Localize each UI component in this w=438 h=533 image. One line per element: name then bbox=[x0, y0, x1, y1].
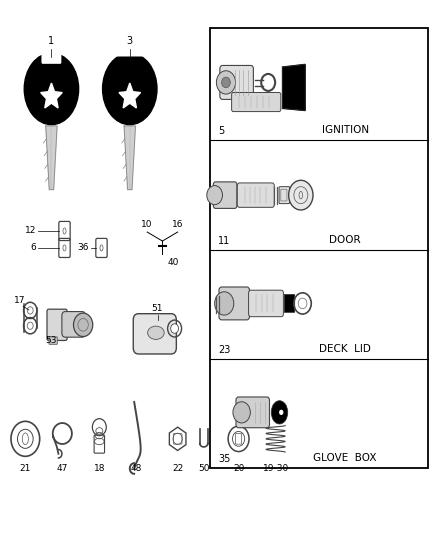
FancyBboxPatch shape bbox=[279, 187, 290, 204]
Polygon shape bbox=[116, 49, 144, 55]
Text: 22: 22 bbox=[172, 464, 183, 473]
Ellipse shape bbox=[102, 53, 157, 125]
Text: 1: 1 bbox=[48, 36, 54, 46]
Polygon shape bbox=[41, 83, 62, 108]
Text: 47: 47 bbox=[57, 464, 68, 473]
Text: 21: 21 bbox=[20, 464, 31, 473]
Text: 19-30: 19-30 bbox=[262, 464, 289, 473]
FancyBboxPatch shape bbox=[62, 312, 85, 337]
Circle shape bbox=[207, 185, 223, 205]
FancyBboxPatch shape bbox=[236, 397, 269, 427]
Bar bbox=[210, 28, 428, 468]
Text: 20: 20 bbox=[233, 464, 244, 473]
Text: 6: 6 bbox=[31, 244, 36, 253]
Text: 35: 35 bbox=[218, 454, 230, 464]
Text: 51: 51 bbox=[152, 304, 163, 313]
Text: IGNITION: IGNITION bbox=[321, 125, 369, 135]
Text: 17: 17 bbox=[14, 296, 26, 305]
Ellipse shape bbox=[24, 53, 79, 125]
Text: GLOVE  BOX: GLOVE BOX bbox=[314, 453, 377, 463]
Text: 23: 23 bbox=[218, 345, 230, 354]
Text: 48: 48 bbox=[131, 464, 142, 473]
Text: 36: 36 bbox=[77, 244, 88, 253]
FancyBboxPatch shape bbox=[49, 337, 57, 344]
Text: 18: 18 bbox=[94, 464, 105, 473]
Polygon shape bbox=[124, 126, 135, 190]
Polygon shape bbox=[119, 83, 141, 108]
Circle shape bbox=[216, 71, 236, 94]
Text: 5: 5 bbox=[218, 126, 224, 136]
FancyBboxPatch shape bbox=[133, 314, 177, 354]
Text: DECK  LID: DECK LID bbox=[319, 344, 371, 353]
Text: 10: 10 bbox=[141, 220, 153, 229]
Circle shape bbox=[171, 324, 179, 333]
Polygon shape bbox=[283, 64, 305, 110]
FancyBboxPatch shape bbox=[42, 52, 61, 63]
Text: 3: 3 bbox=[127, 36, 133, 46]
Circle shape bbox=[74, 313, 93, 336]
Text: 50: 50 bbox=[198, 464, 209, 473]
Text: 16: 16 bbox=[172, 220, 184, 229]
Ellipse shape bbox=[148, 326, 164, 340]
Text: 40: 40 bbox=[168, 258, 179, 267]
Circle shape bbox=[279, 410, 283, 415]
Text: 12: 12 bbox=[25, 227, 36, 236]
Text: DOOR: DOOR bbox=[329, 235, 361, 245]
FancyBboxPatch shape bbox=[219, 287, 250, 320]
Polygon shape bbox=[46, 126, 57, 190]
Circle shape bbox=[289, 180, 313, 210]
FancyBboxPatch shape bbox=[284, 294, 295, 312]
FancyBboxPatch shape bbox=[249, 290, 283, 317]
Ellipse shape bbox=[271, 401, 288, 424]
Circle shape bbox=[233, 402, 251, 423]
FancyBboxPatch shape bbox=[220, 66, 253, 99]
Text: 53: 53 bbox=[46, 336, 57, 345]
FancyBboxPatch shape bbox=[237, 183, 274, 207]
Text: 11: 11 bbox=[218, 236, 230, 246]
FancyBboxPatch shape bbox=[213, 182, 237, 208]
FancyBboxPatch shape bbox=[232, 93, 281, 111]
FancyBboxPatch shape bbox=[47, 309, 67, 341]
Circle shape bbox=[222, 77, 230, 88]
Circle shape bbox=[215, 292, 234, 315]
